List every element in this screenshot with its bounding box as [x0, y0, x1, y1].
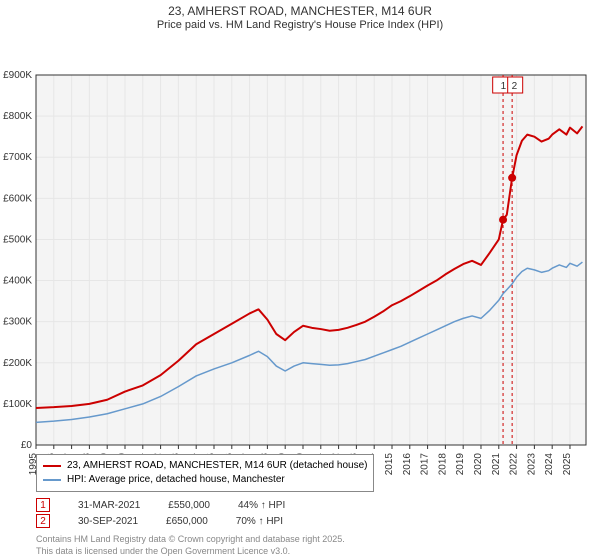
svg-text:2018: 2018: [437, 453, 448, 476]
title-line2: Price paid vs. HM Land Registry's House …: [0, 19, 600, 31]
svg-text:£400K: £400K: [3, 276, 32, 287]
svg-text:2017: 2017: [420, 453, 431, 476]
svg-text:1: 1: [501, 81, 507, 92]
sale-price-2: £650,000: [166, 516, 208, 527]
title-line1: 23, AMHERST ROAD, MANCHESTER, M14 6UR: [0, 4, 600, 18]
legend-box: 23, AMHERST ROAD, MANCHESTER, M14 6UR (d…: [36, 454, 374, 492]
svg-text:2023: 2023: [526, 453, 537, 476]
svg-text:£800K: £800K: [3, 111, 32, 122]
svg-text:2019: 2019: [455, 453, 466, 476]
legend-label-2: HPI: Average price, detached house, Manc…: [67, 473, 285, 487]
attribution-line2: This data is licensed under the Open Gov…: [36, 546, 345, 558]
legend-row-2: HPI: Average price, detached house, Manc…: [43, 473, 367, 487]
svg-text:£200K: £200K: [3, 358, 32, 369]
svg-text:£700K: £700K: [3, 152, 32, 163]
sale-pct-2: 70% ↑ HPI: [236, 516, 283, 527]
svg-text:£100K: £100K: [3, 399, 32, 410]
svg-text:2: 2: [512, 81, 518, 92]
svg-text:2016: 2016: [402, 453, 413, 476]
svg-text:£300K: £300K: [3, 317, 32, 328]
svg-text:2020: 2020: [473, 453, 484, 476]
svg-text:£600K: £600K: [3, 193, 32, 204]
titles: 23, AMHERST ROAD, MANCHESTER, M14 6UR Pr…: [0, 0, 600, 31]
svg-text:2024: 2024: [544, 453, 555, 476]
svg-text:2021: 2021: [491, 453, 502, 476]
sale-row-2: 2 30-SEP-2021 £650,000 70% ↑ HPI: [36, 514, 285, 528]
chart-container: 23, AMHERST ROAD, MANCHESTER, M14 6UR Pr…: [0, 0, 600, 560]
svg-text:2025: 2025: [562, 453, 573, 476]
sale-rows: 1 31-MAR-2021 £550,000 44% ↑ HPI 2 30-SE…: [36, 498, 285, 530]
svg-text:2022: 2022: [509, 453, 520, 476]
legend-swatch-2: [43, 479, 61, 481]
sale-price-1: £550,000: [168, 500, 210, 511]
attribution: Contains HM Land Registry data © Crown c…: [36, 534, 345, 557]
svg-text:£0: £0: [21, 440, 33, 451]
sale-date-1: 31-MAR-2021: [78, 500, 140, 511]
svg-text:£900K: £900K: [3, 70, 32, 81]
legend-label-1: 23, AMHERST ROAD, MANCHESTER, M14 6UR (d…: [67, 459, 367, 473]
attribution-line1: Contains HM Land Registry data © Crown c…: [36, 534, 345, 546]
svg-text:2015: 2015: [384, 453, 395, 476]
sale-pct-1: 44% ↑ HPI: [238, 500, 285, 511]
sale-row-1: 1 31-MAR-2021 £550,000 44% ↑ HPI: [36, 498, 285, 512]
legend-row-1: 23, AMHERST ROAD, MANCHESTER, M14 6UR (d…: [43, 459, 367, 473]
sale-badge-2: 2: [36, 514, 50, 528]
chart-svg: £0 £100K £200K £300K £400K £500K £600K £700K £80…: [0, 31, 600, 481]
sale-date-2: 30-SEP-2021: [78, 516, 138, 527]
legend-swatch-1: [43, 465, 61, 467]
sale-badge-1: 1: [36, 498, 50, 512]
svg-text:£500K: £500K: [3, 234, 32, 245]
